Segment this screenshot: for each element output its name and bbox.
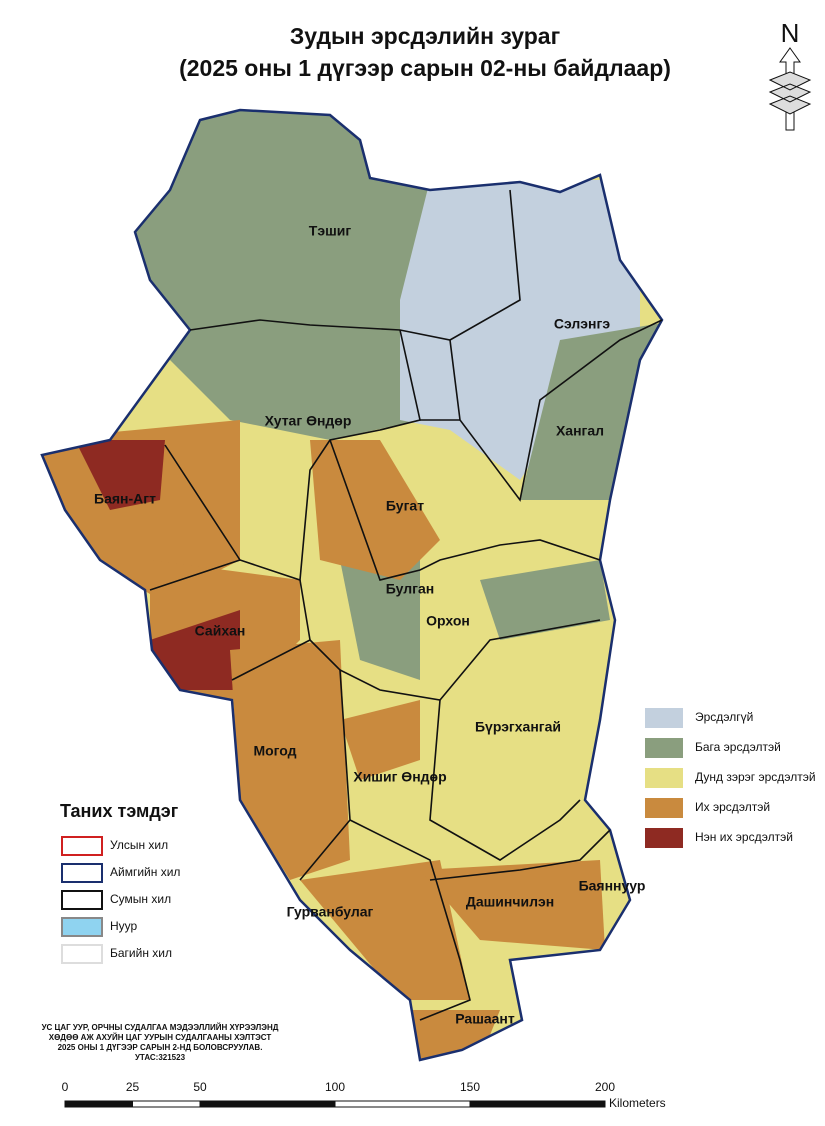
- legend-label: Аймгийн хил: [110, 865, 180, 879]
- region-label: Рашаант: [455, 1011, 515, 1027]
- legend-swatch: [61, 836, 103, 856]
- title-line: (2025 оны 1 дүгээр сарын 02-ны байдлаар): [179, 55, 671, 81]
- risk-label: Нэн их эрсдэлтэй: [695, 830, 793, 844]
- risk-legend: Эрсдэлгүй Бага эрсдэлтэй Дунд зэрэг эрсдэл…: [645, 708, 816, 848]
- region-label: Дашинчилэн: [466, 894, 554, 910]
- scale-segment: [132, 1100, 201, 1108]
- legend-label: Багийн хил: [110, 946, 172, 960]
- risk-swatch: [645, 828, 683, 848]
- scale-tick-label: 0: [62, 1080, 69, 1094]
- region-label: Тэшиг: [309, 223, 352, 239]
- region-label: Булган: [386, 581, 434, 597]
- scale-tick-label: 150: [460, 1080, 480, 1094]
- credit: УС ЦАГ УУР, ОРЧНЫ СУДАЛГАА МЭДЭЭЛЛИЙН ХҮ…: [42, 1023, 279, 1062]
- region-label: Гурванбулаг: [287, 904, 374, 920]
- scale-bar: 0 25 50 100 150 200 Kilometers: [62, 1080, 666, 1110]
- title-line: Зудын эрсдэлийн зураг: [290, 23, 560, 49]
- legend-swatch: [61, 890, 103, 910]
- credit-line: 2025 ОНЫ 1 ДҮГЭЭР САРЫН 2-НД БОЛОВСРУУЛА…: [58, 1043, 263, 1052]
- risk-swatch: [645, 768, 683, 788]
- region-label: Могод: [253, 743, 296, 759]
- region-label: Баяннуур: [579, 878, 646, 894]
- risk-swatch: [645, 708, 683, 728]
- title: Зудын эрсдэлийн зураг (2025 оны 1 дүгээр…: [179, 23, 671, 81]
- credit-line: ХӨДӨӨ АЖ АХУЙН ЦАГ УУРЫН СУДАЛГААНЫ ХЭЛТ…: [49, 1033, 272, 1042]
- risk-label: Дунд зэрэг эрсдэлтэй: [695, 770, 816, 784]
- region-label: Хангал: [556, 423, 604, 439]
- credit-line: УТАС:321523: [135, 1053, 186, 1062]
- region-label: Бугат: [386, 498, 424, 514]
- north-arrow: N: [768, 18, 812, 131]
- legend-label: Улсын хил: [110, 838, 168, 852]
- scale-tick-label: 100: [325, 1080, 345, 1094]
- region-label: Баян-Агт: [94, 491, 156, 507]
- risk-swatch: [645, 738, 683, 758]
- region-label: Орхон: [426, 613, 470, 629]
- scale-segment: [64, 1100, 133, 1108]
- risk-label: Эрсдэлгүй: [695, 710, 753, 724]
- scale-tick-label: 50: [193, 1080, 207, 1094]
- sum-borders: [149, 189, 663, 1021]
- legend-swatch: [61, 944, 103, 964]
- region-label: Сэлэнгэ: [554, 316, 610, 332]
- legend: Таних тэмдэг Улсын хил Аймгийн хил Сумын х…: [60, 801, 180, 964]
- region-label: Сайхан: [195, 623, 246, 639]
- scale-tick-label: 200: [595, 1080, 615, 1094]
- legend-title: Таних тэмдэг: [60, 801, 179, 821]
- risk-label: Их эрсдэлтэй: [695, 800, 770, 814]
- scale-unit: Kilometers: [609, 1096, 666, 1110]
- aimag-border: [40, 108, 664, 1062]
- legend-label: Сумын хил: [110, 892, 171, 906]
- legend-swatch: [61, 917, 103, 937]
- region-labels: Тэшиг Сэлэнгэ Хангал Хутаг Өндөр Баян-Агт Буг…: [94, 223, 645, 1027]
- credit-line: УС ЦАГ УУР, ОРЧНЫ СУДАЛГАА МЭДЭЭЛЛИЙН ХҮ…: [42, 1023, 279, 1032]
- scale-segment: [199, 1100, 336, 1108]
- risk-label: Бага эрсдэлтэй: [695, 740, 781, 754]
- north-label: N: [781, 18, 800, 48]
- region-label: Бүрэгхангай: [475, 719, 561, 735]
- region-label: Хишиг Өндөр: [353, 769, 446, 785]
- scale-segment: [469, 1100, 606, 1108]
- legend-swatch: [61, 863, 103, 883]
- scale-segment: [334, 1100, 471, 1108]
- risk-swatch: [645, 798, 683, 818]
- region-label: Хутаг Өндөр: [265, 413, 352, 429]
- legend-label: Нуур: [110, 919, 138, 933]
- scale-tick-label: 25: [126, 1080, 140, 1094]
